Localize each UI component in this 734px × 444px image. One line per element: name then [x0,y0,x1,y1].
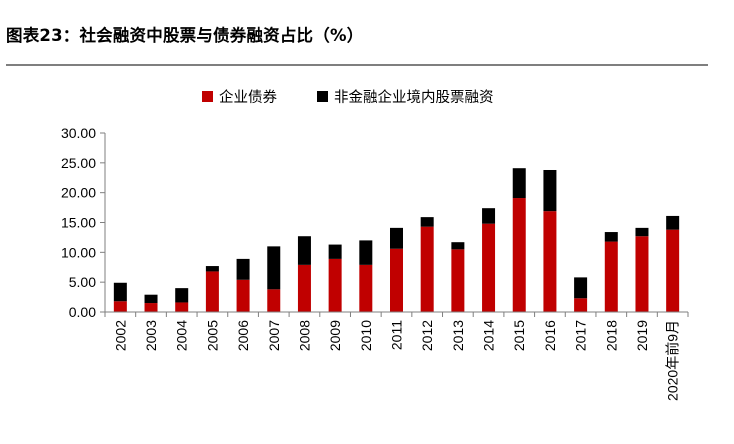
bar-equity-2009 [328,244,342,259]
title-underline [6,64,708,66]
bar-equity-2003 [144,294,158,304]
legend-label-bonds: 企业债券 [219,88,277,106]
x-tick-label: 2012 [419,320,435,351]
y-tick-label: 20.00 [61,185,96,201]
x-tick-label: 2003 [143,320,159,351]
bars [113,168,680,312]
bar-equity-2006 [236,258,250,280]
bar-equity-2018 [604,232,618,242]
bar-bonds-2012 [420,226,434,312]
bar-bonds-2004 [175,302,189,312]
bar-bonds-2010 [359,264,373,312]
x-tick-label: 2020年前9月 [665,320,681,401]
x-tick-label: 2005 [204,320,220,351]
x-tick-label: 2011 [389,320,405,350]
bar-bonds-2009 [328,258,342,312]
bar-equity-2002 [113,282,127,302]
bar-bonds-2014 [482,223,496,312]
bar-equity-2010 [359,240,373,265]
x-tick-label: 2006 [235,320,251,351]
bar-bonds-2019 [635,236,649,312]
legend-swatch-bonds [202,91,213,102]
bar-bonds-2006 [236,279,250,312]
bar-equity-2017 [574,277,588,299]
bar-equity-2004 [175,288,189,303]
bar-equity-2020年前9月 [666,215,680,230]
bar-bonds-2007 [267,289,281,312]
x-tick-label: 2018 [603,320,619,351]
bar-bonds-2013 [451,249,465,312]
y-tick-label: 30.00 [61,125,96,141]
x-tick-label: 2009 [327,320,343,351]
x-tick-label: 2015 [511,320,527,351]
x-tick-label: 2016 [542,320,558,351]
bar-equity-2012 [420,217,434,227]
bar-bonds-2017 [574,298,588,312]
bar-bonds-2016 [543,211,557,312]
bar-bonds-2002 [113,301,127,312]
x-tick-label: 2007 [266,320,282,351]
x-tick-label: 2002 [112,320,128,351]
x-tick-label: 2010 [358,320,374,351]
legend-swatch-equity [317,91,328,102]
y-tick-label: 5.00 [69,274,96,290]
x-tick-label: 2017 [573,320,589,351]
x-tick-label: 2013 [450,320,466,351]
bar-bonds-2008 [297,264,311,312]
legend-label-equity: 非金融企业境内股票融资 [334,88,494,106]
x-tick-label: 2019 [634,320,650,351]
bar-bonds-2018 [604,241,618,312]
figure-title: 图表23：社会融资中股票与债券融资占比（%） [6,26,364,45]
bar-bonds-2003 [144,303,158,312]
bar-equity-2007 [267,246,281,290]
bar-equity-2014 [482,208,496,224]
bar-equity-2015 [512,168,526,199]
bar-equity-2013 [451,242,465,250]
bar-equity-2008 [297,236,311,265]
y-tick-label: 10.00 [61,244,96,260]
y-tick-label: 25.00 [61,155,96,171]
bar-equity-2016 [543,169,557,212]
bar-equity-2019 [635,227,649,237]
x-tick-label: 2008 [296,320,312,351]
bar-bonds-2011 [390,248,403,312]
bar-bonds-2020年前9月 [666,229,680,312]
bar-equity-2011 [390,227,403,249]
y-axis: 0.00 5.00 10.00 15.00 20.00 25.00 30.00 [61,125,106,320]
x-tick-label: 2014 [481,320,497,351]
bar-bonds-2005 [205,271,219,312]
x-tick-label: 2004 [174,320,190,351]
bar-bonds-2015 [512,198,526,312]
bar-equity-2005 [205,266,219,272]
legend: 企业债券 非金融企业境内股票融资 [202,88,494,106]
y-tick-label: 15.00 [61,215,96,231]
y-tick-label: 0.00 [69,304,96,320]
x-axis: 2002 2003 2004 2005 2006 2007 2008 2009 2010 2011… [104,311,689,401]
